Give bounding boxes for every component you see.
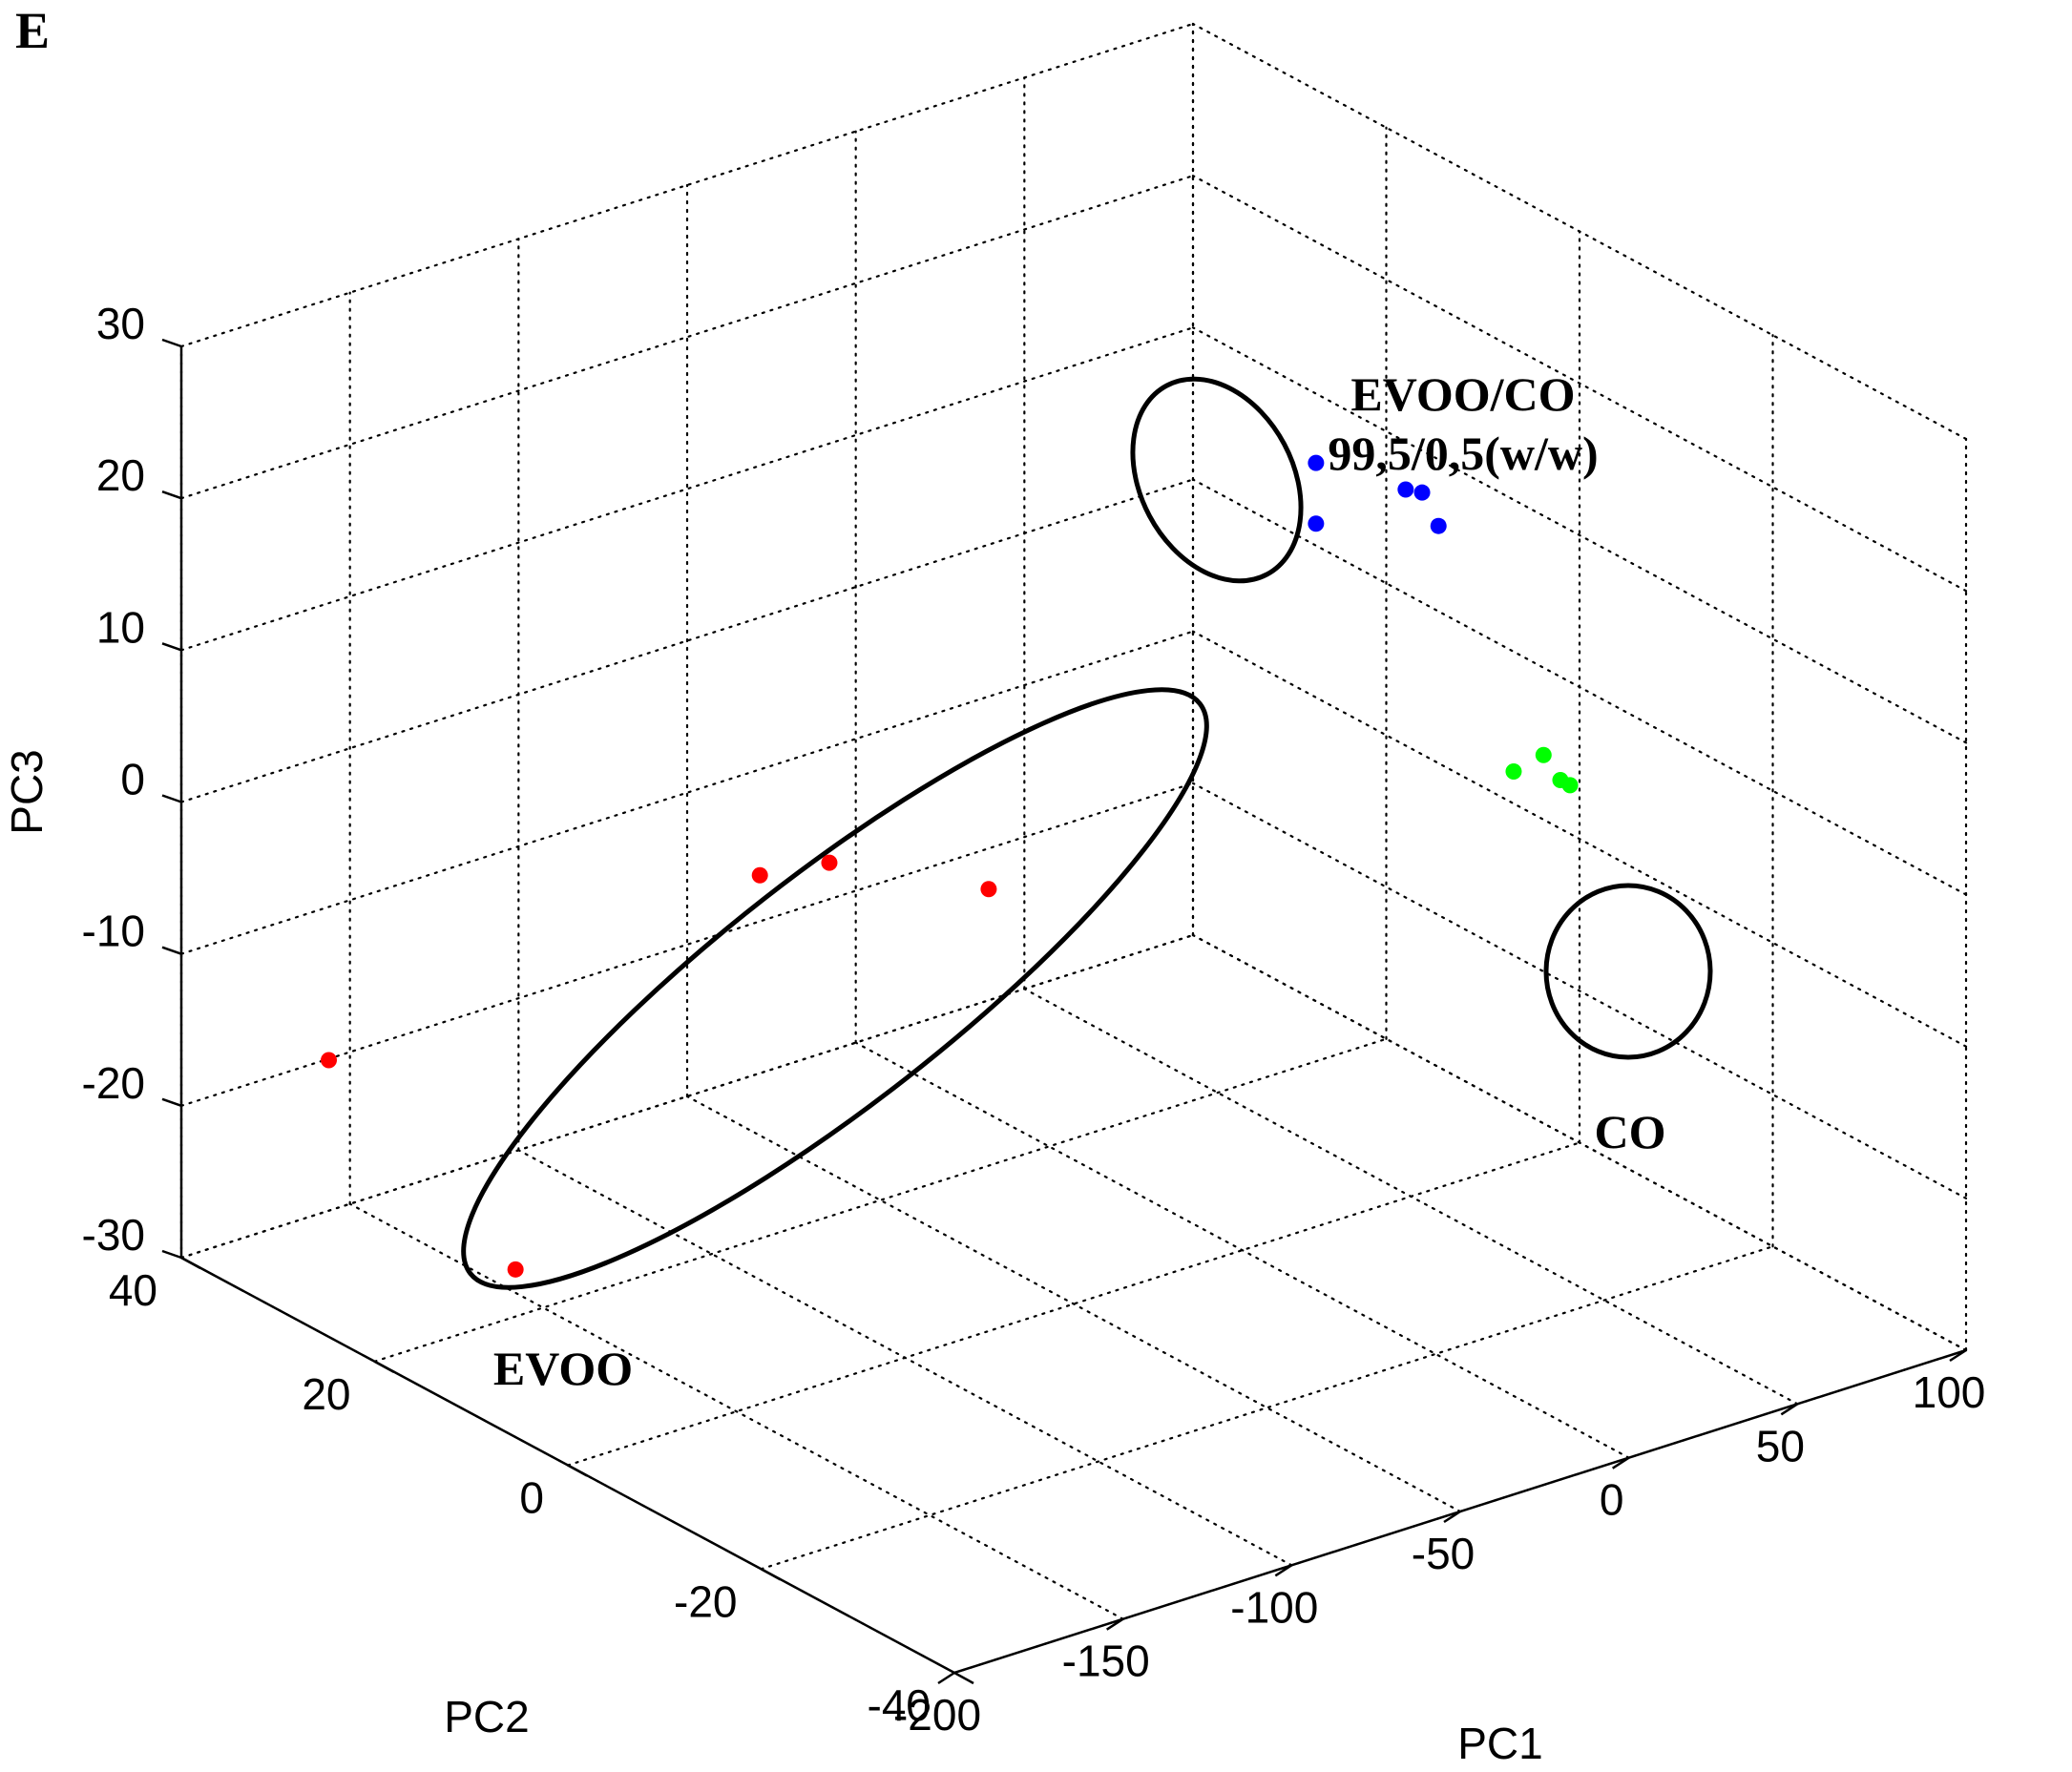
gridline-backwall-z: [179, 630, 1195, 955]
grid-layer: [179, 22, 1968, 1675]
data-points: [321, 454, 1579, 1278]
y-tick: [760, 1568, 782, 1581]
panel-label: E: [15, 2, 50, 59]
data-point-series-0: [821, 854, 838, 871]
ellipse-evoo-co-mix: [1130, 376, 1304, 584]
y-axis-label: PC2: [444, 1692, 529, 1741]
z-tick-label: -20: [82, 1058, 145, 1108]
annotation-mix-line2: 99,5/0,5(w/w): [1328, 427, 1598, 480]
y-tick-label: -20: [674, 1576, 737, 1626]
y-tick: [180, 1256, 201, 1270]
data-point-series-2: [1505, 763, 1522, 781]
x-tick-label: -50: [1412, 1529, 1475, 1578]
annotation-evoo: EVOO: [493, 1342, 633, 1395]
data-point-series-1: [1413, 484, 1431, 501]
x-tick: [1611, 1456, 1630, 1470]
x-tick: [1780, 1403, 1799, 1416]
gridline-floor-y: [373, 1037, 1388, 1363]
gridline-backwall-z: [179, 782, 1195, 1107]
z-tick: [161, 1249, 182, 1260]
gridline-backwall-z: [179, 175, 1195, 500]
x-tick-label: 0: [1600, 1475, 1624, 1525]
z-tick-label: -30: [82, 1210, 145, 1260]
gridline-sidewall-z: [1191, 22, 1968, 441]
y-tick-label: -40: [868, 1680, 931, 1730]
z-tick-label: 10: [96, 602, 145, 652]
z-tick-label: 0: [120, 755, 145, 804]
data-point-series-2: [1535, 746, 1552, 763]
gridline-sidewall-z: [1191, 175, 1968, 593]
data-point-series-1: [1430, 517, 1447, 534]
x-tick: [1274, 1564, 1293, 1577]
x-axis-label: PC1: [1457, 1719, 1542, 1768]
y-tick: [373, 1360, 395, 1373]
y-tick-label: 0: [519, 1473, 544, 1523]
ellipse-co: [1543, 883, 1713, 1060]
data-point-series-1: [1308, 454, 1325, 471]
x-tick: [937, 1671, 955, 1685]
z-tick-label: -10: [82, 907, 145, 956]
axis-layer: -200-150-100-50050100-40-2002040-30-20-1…: [82, 299, 1986, 1740]
z-tick-label: 20: [96, 450, 145, 500]
z-tick: [161, 946, 182, 955]
x-tick-label: -150: [1062, 1636, 1150, 1686]
x-tick: [1949, 1348, 1967, 1363]
z-tick: [161, 1097, 182, 1108]
y-tick: [953, 1671, 974, 1685]
gridline-floor-x: [854, 1041, 1630, 1459]
annotation-co: CO: [1595, 1105, 1666, 1158]
x-tick-label: -100: [1230, 1582, 1318, 1632]
data-point-series-1: [1397, 481, 1414, 498]
gridline-backwall-z: [179, 22, 1195, 348]
z-tick: [161, 794, 182, 803]
gridline-sidewall-z: [1191, 782, 1968, 1199]
gridline-floor-y: [760, 1245, 1774, 1571]
cluster-ellipses: [461, 376, 1713, 1290]
gridline-floor-y: [566, 1141, 1581, 1467]
x-tick: [1105, 1617, 1124, 1631]
text-layer: E PC1 PC2 PC3 EVOO EVOO/CO 99,5/0,5(w/w)…: [2, 2, 1666, 1768]
y-tick-label: 40: [109, 1265, 157, 1315]
z-tick: [161, 338, 182, 348]
z-axis-label: PC3: [2, 749, 52, 834]
z-tick: [161, 642, 182, 652]
z-tick: [161, 490, 182, 500]
data-point-series-1: [1308, 515, 1325, 532]
data-point-series-2: [1561, 777, 1579, 794]
annotation-mix-line1: EVOO/CO: [1350, 367, 1575, 421]
gridline-backwall-z: [179, 326, 1195, 652]
gridline-backwall-z: [179, 933, 1195, 1260]
data-point-series-0: [507, 1261, 524, 1278]
x-tick-label: 50: [1756, 1421, 1805, 1470]
z-tick-label: 30: [96, 299, 145, 348]
gridline-sidewall-z: [1191, 933, 1968, 1352]
gridline-sidewall-z: [1191, 478, 1968, 896]
x-tick: [1443, 1510, 1461, 1524]
x-tick-label: 100: [1913, 1367, 1986, 1417]
data-point-series-0: [751, 866, 768, 884]
x-tick-label: -200: [893, 1690, 981, 1740]
gridline-sidewall-z: [1191, 326, 1968, 744]
y-tick-label: 20: [302, 1369, 350, 1419]
ellipse-evoo: [461, 687, 1209, 1290]
y-tick: [567, 1464, 588, 1477]
gridline-backwall-z: [179, 478, 1195, 803]
gridline-sidewall-z: [1191, 630, 1968, 1048]
data-point-series-0: [980, 881, 997, 898]
gridline-floor-x: [348, 1202, 1124, 1620]
gridline-floor-x: [685, 1094, 1462, 1513]
data-point-series-0: [321, 1052, 338, 1069]
